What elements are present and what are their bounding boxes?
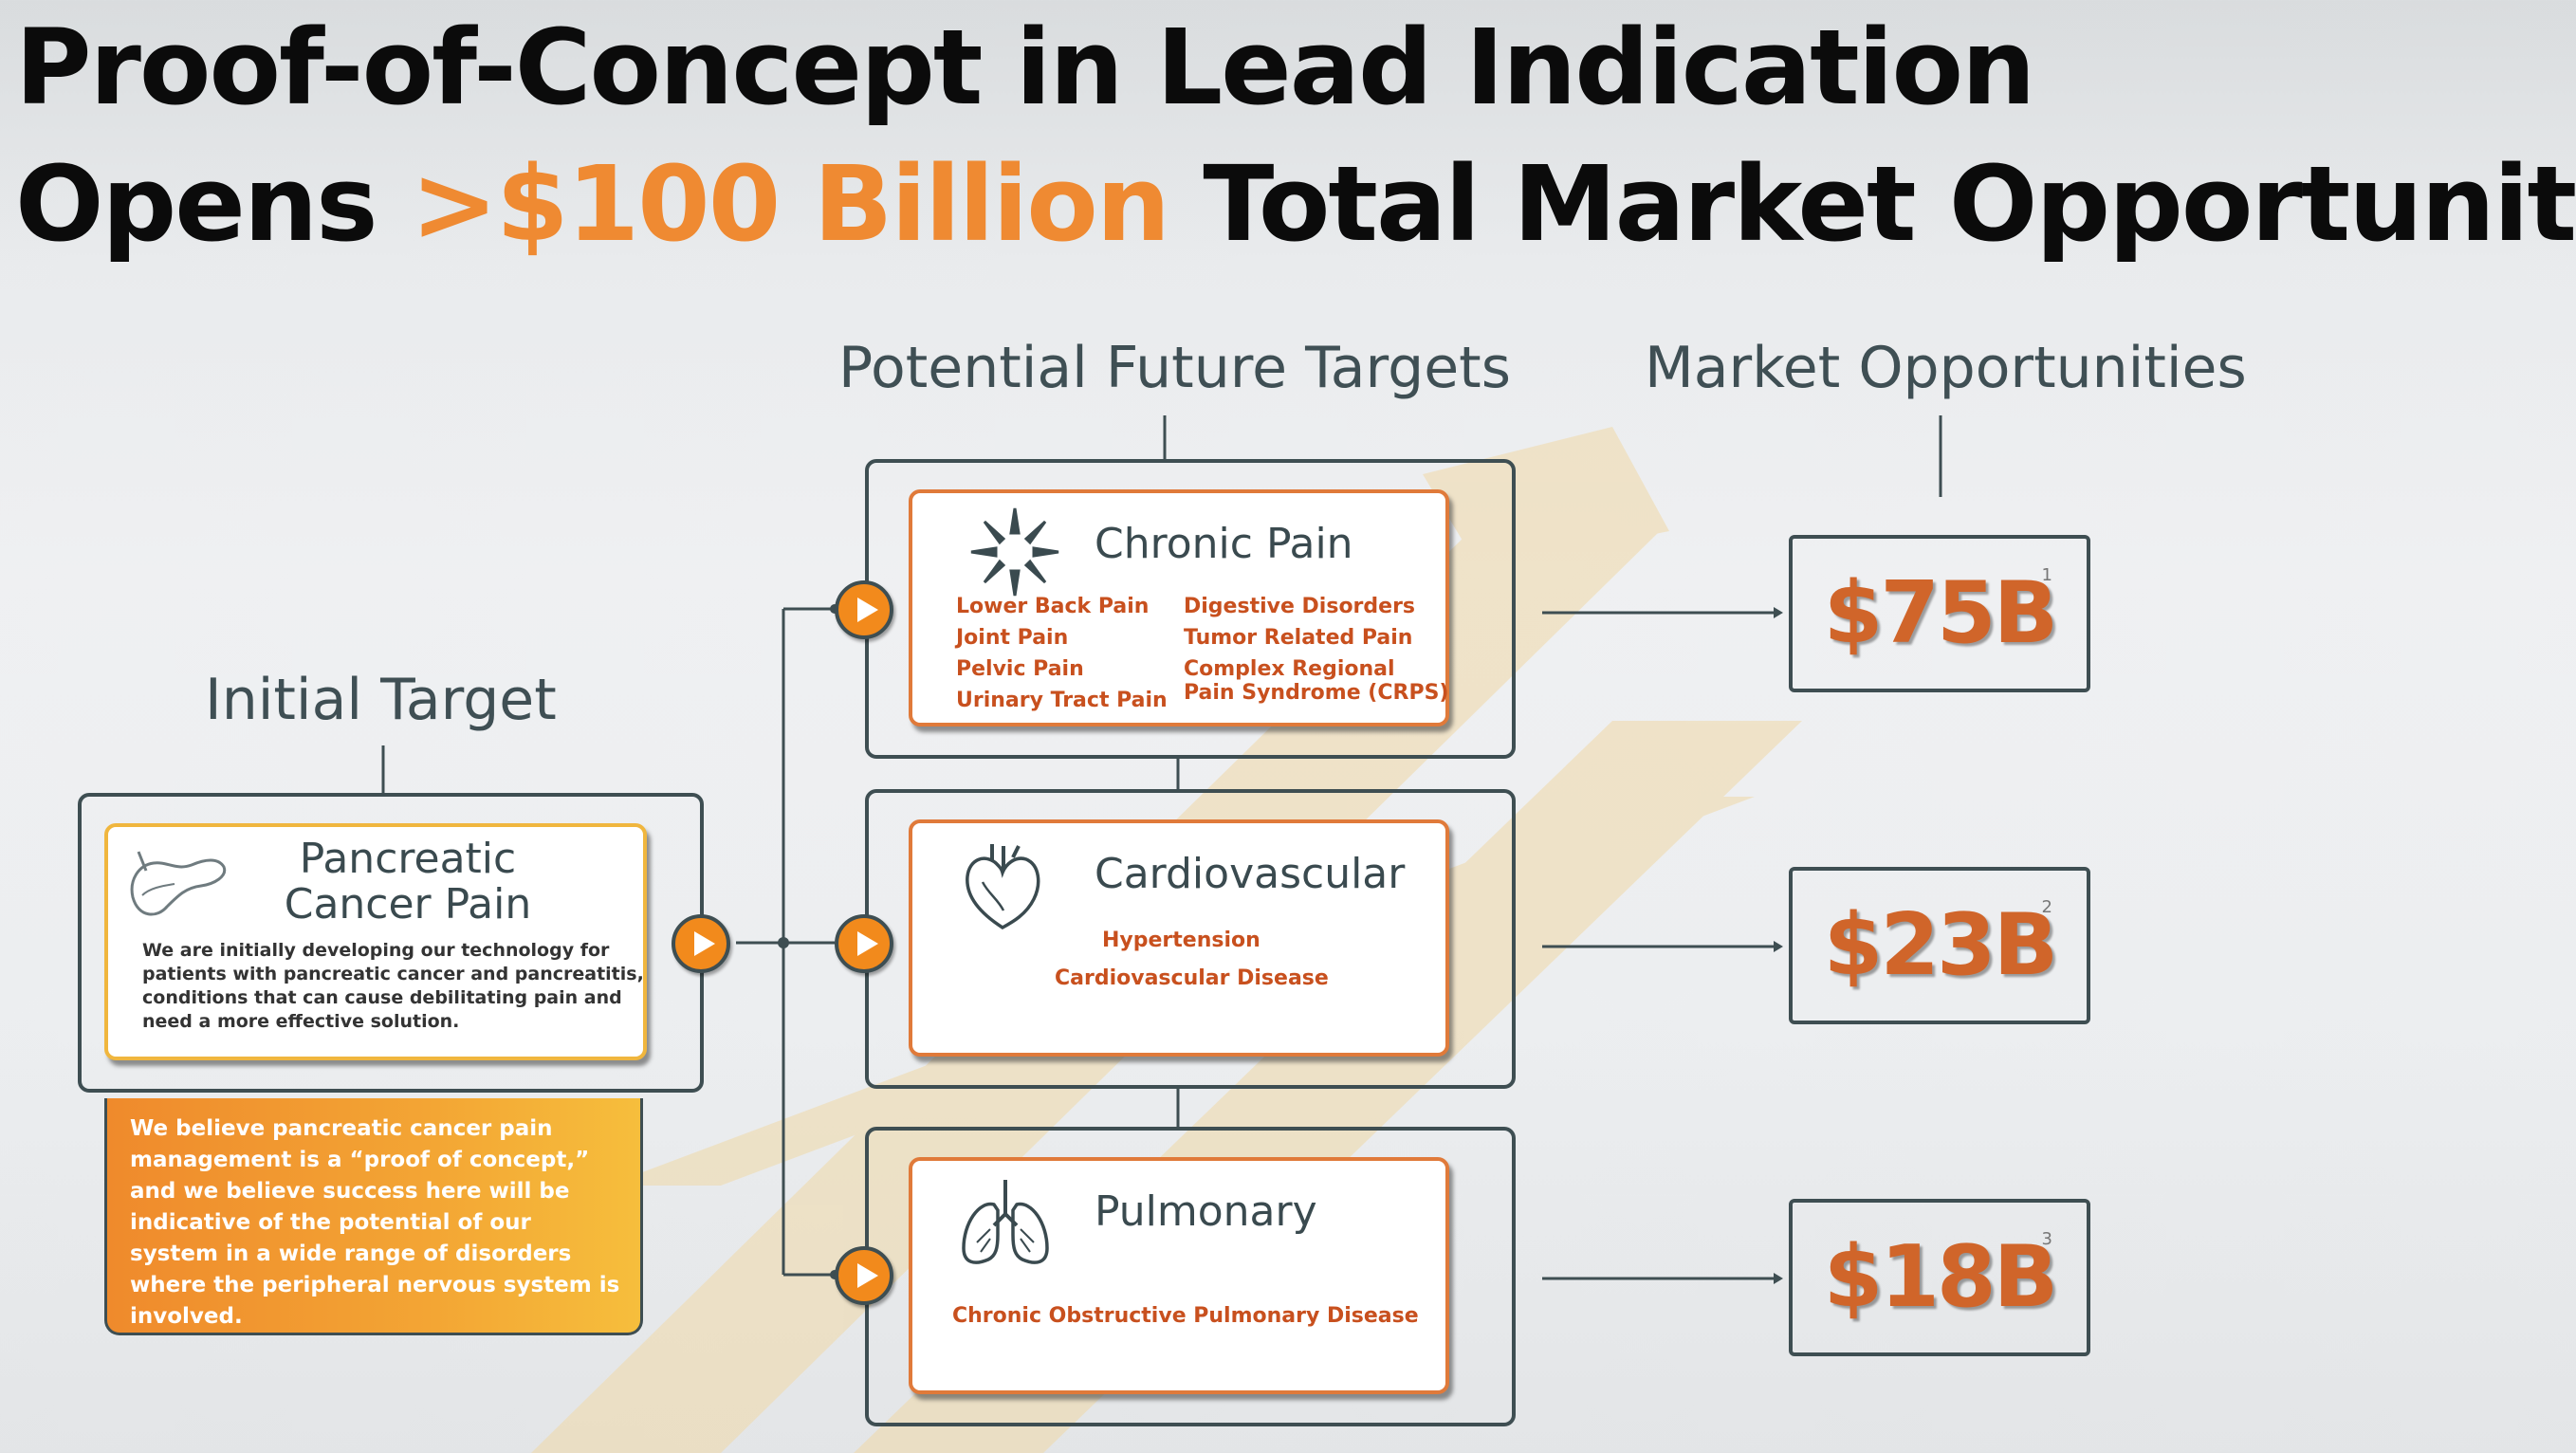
market-value-cardiovascular: $23B (1823, 895, 2058, 995)
play-arrow-cardiovascular[interactable] (835, 914, 893, 973)
title-suffix: Total Market Opportunity (1168, 143, 2576, 265)
header-future-targets: Potential Future Targets (838, 335, 1511, 401)
market-chronic-pain: $75B 1 (1789, 535, 2090, 692)
chronic-item-lower-back: Lower Back Pain (956, 595, 1150, 618)
heart-icon (966, 844, 1040, 930)
cardio-item-hypertension: Hypertension (1102, 929, 1260, 952)
chronic-item-urinary: Urinary Tract Pain (956, 689, 1168, 712)
header-market-opportunities: Market Opportunities (1645, 335, 2247, 401)
pulmonary-card: Pulmonary Chronic Obstructive Pulmonary … (909, 1157, 1449, 1394)
chronic-item-digestive: Digestive Disorders (1184, 595, 1416, 618)
cardiovascular-title: Cardiovascular (1095, 850, 1406, 898)
footnote-2: 2 (2041, 897, 2052, 917)
chronic-item-joint: Joint Pain (956, 626, 1069, 650)
footnote-3: 3 (2041, 1229, 2052, 1249)
chronic-item-crps: Pain Syndrome (CRPS) (1184, 681, 1449, 705)
connector-lines (381, 415, 1942, 1280)
market-value-pulmonary: $18B (1823, 1227, 2058, 1327)
lungs-icon (962, 1180, 1049, 1264)
chronic-pain-card: Chronic Pain Lower Back Pain Joint Pain … (909, 489, 1449, 726)
initial-target-title-line2: Cancer Pain (284, 880, 532, 929)
initial-target-card: Pancreatic Cancer Pain We are initially d… (104, 823, 647, 1060)
page-title-line1: Proof-of-Concept in Lead Indication (15, 7, 2035, 128)
market-value-chronic-pain: $75B (1823, 563, 2058, 663)
market-pulmonary: $18B 3 (1789, 1199, 2090, 1356)
initial-target-title: Pancreatic Cancer Pain (275, 835, 541, 929)
pulmonary-title: Pulmonary (1095, 1187, 1317, 1236)
play-arrow-initial[interactable] (672, 914, 730, 973)
chronic-item-complex-regional: Complex Regional (1184, 657, 1395, 681)
title-prefix: Opens (15, 143, 411, 265)
cardio-item-cardiovascular-disease: Cardiovascular Disease (1055, 966, 1329, 990)
initial-target-description: We are initially developing our technolo… (142, 940, 644, 1032)
market-cardiovascular: $23B 2 (1789, 867, 2090, 1024)
nerve-burst-icon (970, 507, 1059, 597)
play-arrow-chronic-pain[interactable] (835, 580, 893, 639)
title-highlight: >$100 Billion (410, 143, 1170, 265)
cardiovascular-card: Cardiovascular Hypertension Cardiovascul… (909, 819, 1449, 1057)
initial-target-title-line1: Pancreatic (299, 835, 517, 883)
chronic-pain-title: Chronic Pain (1095, 520, 1353, 568)
play-arrow-pulmonary[interactable] (835, 1246, 893, 1305)
chronic-item-pelvic: Pelvic Pain (956, 657, 1084, 681)
footnote-1: 1 (2041, 565, 2052, 585)
pancreas-icon (130, 851, 227, 916)
proof-of-concept-callout: We believe pancreatic cancer pain manage… (104, 1098, 643, 1335)
header-initial-target: Initial Target (205, 667, 557, 733)
pulmonary-item-copd: Chronic Obstructive Pulmonary Disease (952, 1304, 1419, 1328)
page-title-line2: Opens >$100 Billion Total Market Opportu… (15, 152, 2576, 256)
chronic-item-tumor: Tumor Related Pain (1184, 626, 1413, 650)
